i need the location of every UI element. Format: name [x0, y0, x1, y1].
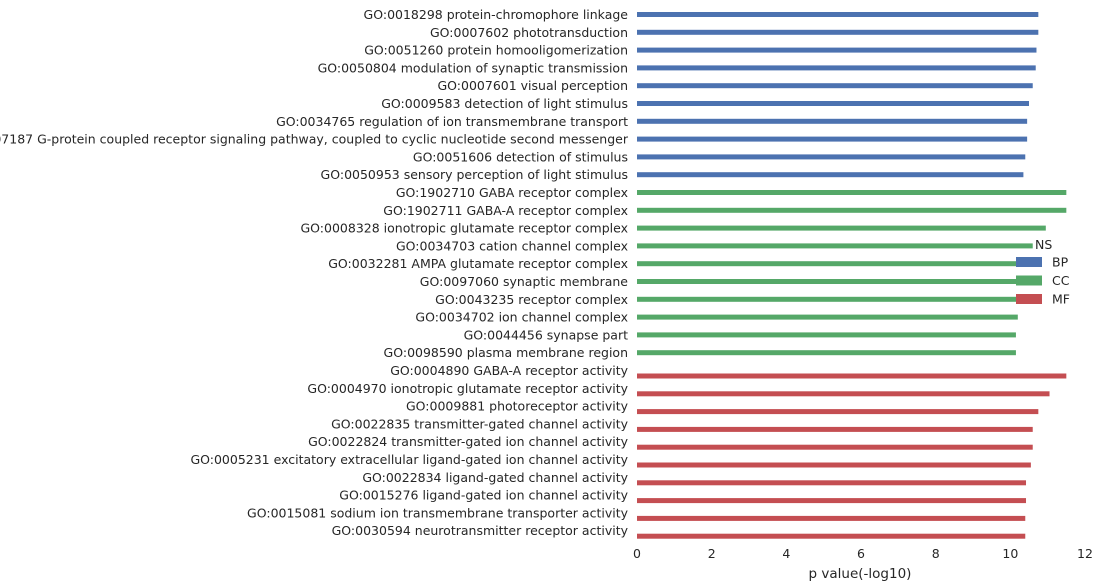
category-label: GO:0032281 AMPA glutamate receptor compl…	[328, 256, 628, 271]
category-label: GO:0004890 GABA-A receptor activity	[390, 363, 628, 378]
bar-14	[637, 243, 1033, 249]
category-label: GO:0022834 ligand-gated channel activity	[362, 470, 628, 485]
category-label: GO:0050804 modulation of synaptic transm…	[318, 60, 628, 75]
category-labels: GO:0018298 protein-chromophore linkage GO…	[0, 7, 629, 538]
legend-title: NS	[1035, 237, 1052, 252]
category-label: GO:0007602 phototransduction	[430, 25, 628, 40]
legend: NS BP CC MF	[1016, 237, 1070, 307]
category-label: GO:0030594 neurotransmitter receptor act…	[332, 523, 629, 538]
category-label: GO:0015276 ligand-gated ion channel acti…	[339, 488, 628, 503]
x-tick-label: 10	[1002, 546, 1018, 561]
bar-10	[637, 172, 1024, 178]
bar-30	[637, 533, 1026, 539]
legend-label-mf: MF	[1052, 292, 1070, 307]
category-label: GO:0043235 receptor complex	[435, 292, 628, 307]
bar-5	[637, 83, 1033, 89]
category-label: GO:0018298 protein-chromophore linkage	[364, 7, 629, 22]
category-label: GO:0007187 G-protein coupled receptor si…	[0, 132, 629, 147]
bar-18	[637, 314, 1018, 320]
bar-2	[637, 29, 1039, 35]
bar-11	[637, 190, 1067, 195]
bar-26	[637, 462, 1031, 468]
x-tick-label: 12	[1077, 546, 1093, 561]
bar-24	[637, 426, 1033, 432]
category-label: GO:0044456 synapse part	[464, 327, 628, 342]
legend-entries: BP CC MF	[1016, 255, 1070, 307]
x-tick-label: 6	[857, 546, 865, 561]
bar-19	[637, 332, 1016, 338]
bar-12	[637, 207, 1067, 213]
category-label: GO:1902710 GABA receptor complex	[396, 185, 628, 200]
x-tick-label: 8	[932, 546, 940, 561]
category-label: GO:0034765 regulation of ion transmembra…	[276, 114, 628, 129]
legend-label-bp: BP	[1052, 255, 1069, 270]
bar-20	[637, 350, 1016, 356]
category-label: GO:0050953 sensory perception of light s…	[321, 167, 628, 182]
category-label: GO:0005231 excitatory extracellular liga…	[190, 452, 628, 467]
bar-21	[637, 373, 1067, 379]
category-label: GO:0097060 synaptic membrane	[420, 274, 629, 289]
category-label: GO:0098590 plasma membrane region	[384, 345, 628, 360]
legend-swatch-bp	[1016, 257, 1042, 267]
bar-29	[637, 515, 1026, 521]
x-axis-ticks: 0 2 4 6 8 10 12	[633, 546, 1093, 561]
bar-17	[637, 296, 1018, 302]
bar-16	[637, 279, 1020, 284]
category-label: GO:0009583 detection of light stimulus	[381, 96, 628, 111]
category-label: GO:0051606 detection of stimulus	[413, 149, 628, 164]
category-label: GO:0004970 ionotropic glutamate receptor…	[307, 381, 628, 396]
bar-15	[637, 261, 1026, 267]
bar-25	[637, 444, 1033, 450]
bar-28	[637, 498, 1027, 504]
bar-6	[637, 101, 1029, 106]
bar-22	[637, 391, 1050, 397]
x-tick-label: 0	[633, 546, 641, 561]
legend-label-cc: CC	[1052, 273, 1070, 288]
category-label: GO:0008328 ionotropic glutamate receptor…	[301, 221, 629, 236]
x-tick-label: 4	[782, 546, 790, 561]
bar-13	[637, 225, 1046, 231]
category-label: GO:0015081 sodium ion transmembrane tran…	[247, 505, 629, 520]
category-label: GO:0051260 protein homooligomerization	[364, 43, 628, 58]
category-label: GO:0034702 ion channel complex	[415, 310, 628, 325]
bar-3	[637, 47, 1037, 53]
category-label: GO:0022824 transmitter-gated ion channel…	[308, 434, 629, 449]
bar-8	[637, 136, 1028, 142]
category-label: GO:1902711 GABA-A receptor complex	[383, 203, 628, 218]
bar-23	[637, 409, 1039, 415]
bars-group	[637, 12, 1067, 539]
legend-swatch-mf	[1016, 294, 1042, 304]
bar-7	[637, 118, 1028, 124]
x-tick-label: 2	[708, 546, 716, 561]
category-label: GO:0007601 visual perception	[437, 78, 628, 93]
bar-9	[637, 154, 1026, 160]
bar-1	[637, 12, 1039, 17]
category-label: GO:0009881 photoreceptor activity	[406, 399, 629, 414]
category-label: GO:0034703 cation channel complex	[396, 238, 628, 253]
category-label: GO:0022835 transmitter-gated channel act…	[331, 416, 628, 431]
bar-4	[637, 65, 1036, 71]
bar-27	[637, 480, 1027, 486]
legend-swatch-cc	[1016, 275, 1042, 286]
x-axis-title: p value(-log10)	[809, 566, 912, 582]
